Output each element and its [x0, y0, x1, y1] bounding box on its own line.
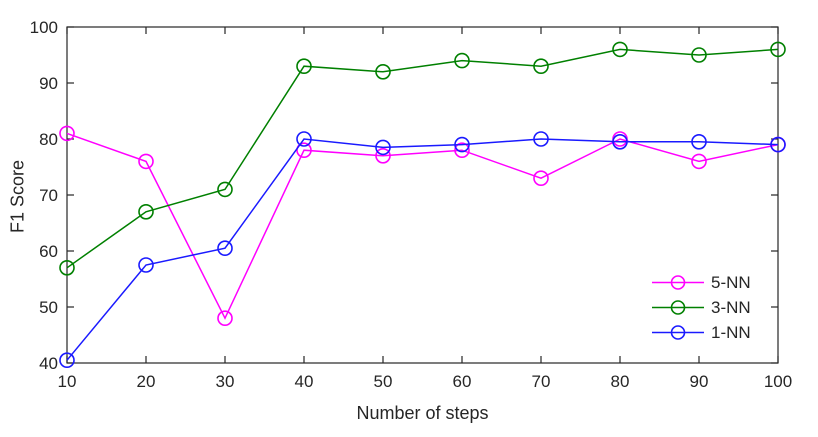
- data-point: [296, 142, 312, 158]
- data-point: [217, 181, 233, 198]
- legend-label: 3-NN: [711, 298, 751, 317]
- legend-swatch-icon: [652, 300, 704, 315]
- data-point: [59, 352, 75, 369]
- data-point: [217, 310, 233, 327]
- svg-text:90: 90: [39, 74, 58, 93]
- svg-text:40: 40: [295, 372, 314, 391]
- data-point: [612, 41, 628, 58]
- legend-label: 1-NN: [711, 323, 751, 342]
- svg-text:30: 30: [216, 372, 235, 391]
- svg-text:80: 80: [39, 130, 58, 149]
- data-point: [138, 153, 154, 170]
- legend: 5-NN 3-NN 1-NN: [652, 274, 751, 341]
- data-point: [296, 131, 312, 147]
- data-point: [138, 257, 154, 273]
- data-point: [533, 170, 549, 186]
- data-point: [375, 139, 391, 156]
- legend-item-1nn: 1-NN: [652, 324, 751, 341]
- data-point: [296, 58, 312, 74]
- data-point: [59, 259, 75, 276]
- svg-text:100: 100: [30, 18, 58, 37]
- series-1-NN: [59, 131, 786, 369]
- svg-text:100: 100: [764, 372, 792, 391]
- svg-text:70: 70: [532, 372, 551, 391]
- data-point: [454, 52, 470, 69]
- data-point: [454, 142, 470, 158]
- svg-text:10: 10: [58, 372, 77, 391]
- data-point: [533, 58, 549, 74]
- legend-item-3nn: 3-NN: [652, 299, 751, 316]
- data-point: [217, 240, 233, 256]
- y-ticks: [67, 26, 778, 364]
- svg-text:50: 50: [374, 372, 393, 391]
- svg-text:70: 70: [39, 186, 58, 205]
- svg-text:80: 80: [611, 372, 630, 391]
- legend-label: 5-NN: [711, 273, 751, 292]
- data-point: [533, 131, 549, 147]
- legend-swatch-icon: [652, 325, 704, 340]
- x-tick-labels: 10 20 30 40 50 60 70 80 90 100: [58, 372, 793, 391]
- svg-text:90: 90: [690, 372, 709, 391]
- data-point: [770, 136, 786, 153]
- series-3-NN: [59, 41, 786, 276]
- svg-text:50: 50: [39, 298, 58, 317]
- svg-text:40: 40: [39, 354, 58, 373]
- data-point: [691, 153, 707, 170]
- svg-text:60: 60: [39, 242, 58, 261]
- data-point: [375, 148, 391, 164]
- data-point: [691, 134, 707, 150]
- data-point: [138, 204, 154, 220]
- data-point: [375, 64, 391, 80]
- data-point: [59, 125, 75, 142]
- data-point: [770, 41, 786, 58]
- legend-item-5nn: 5-NN: [652, 274, 751, 291]
- data-point: [612, 134, 628, 150]
- y-axis-label: F1 Score: [7, 159, 28, 234]
- legend-swatch-icon: [652, 275, 704, 290]
- data-point: [691, 47, 707, 63]
- x-ticks: [66, 27, 779, 363]
- y-tick-labels: 40 50 60 70 80 90 100: [30, 18, 58, 373]
- svg-text:20: 20: [137, 372, 156, 391]
- data-point: [454, 136, 470, 153]
- x-axis-label: Number of steps: [356, 403, 489, 423]
- svg-text:60: 60: [453, 372, 472, 391]
